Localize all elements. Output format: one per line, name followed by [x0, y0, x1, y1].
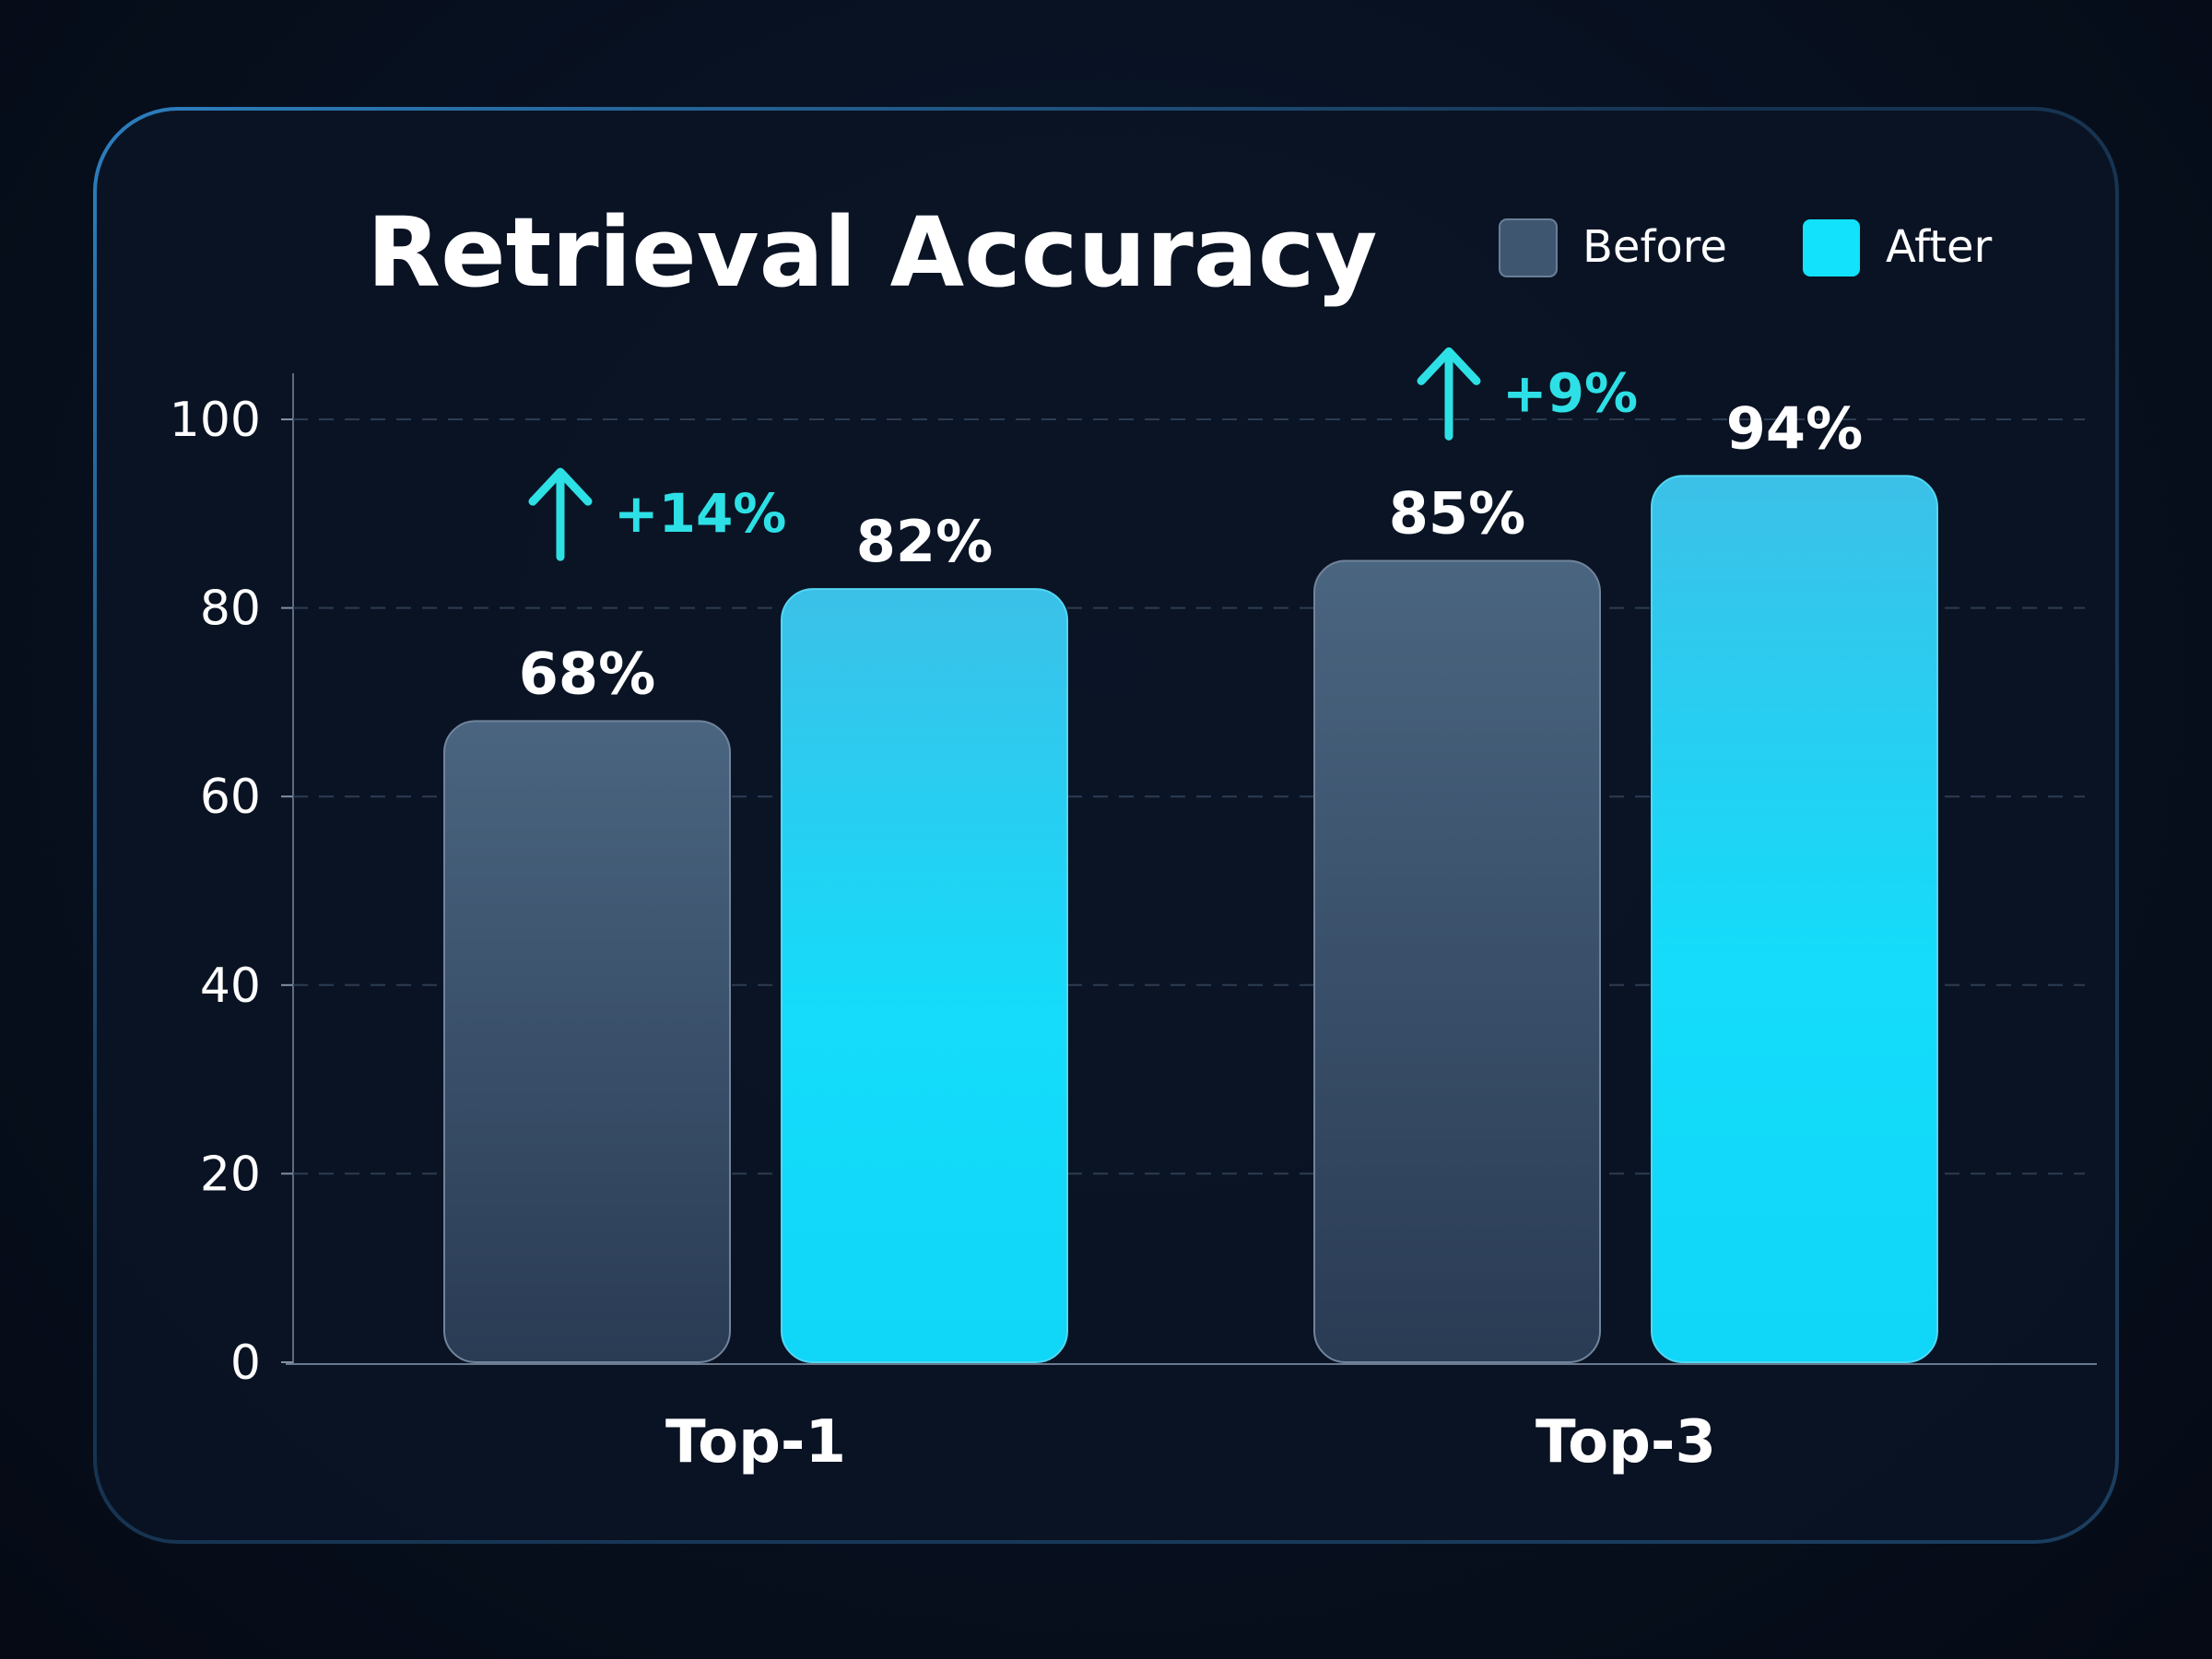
arrow-up-icon	[1417, 347, 1481, 441]
value-label: 85%	[1389, 479, 1525, 547]
value-label: 94%	[1726, 394, 1863, 462]
bars	[443, 475, 1938, 1363]
arrow-up-icon	[528, 467, 593, 561]
legend-label-before: Before	[1583, 221, 1727, 273]
delta-label: +14%	[614, 482, 786, 545]
y-tick-label: 60	[200, 770, 261, 825]
delta-label: +9%	[1502, 361, 1638, 424]
y-tick-label: 40	[200, 959, 261, 1014]
legend-swatch-after	[1803, 219, 1860, 276]
y-tick-labels: 0 20 40 60 80 100	[170, 393, 293, 1391]
value-label: 68%	[519, 640, 655, 707]
bar-after-top-3	[1651, 475, 1938, 1363]
value-label: 82%	[856, 508, 993, 575]
y-tick-label: 20	[200, 1147, 261, 1202]
delta-annotation: +14%	[528, 467, 786, 561]
legend-swatch-before	[1499, 218, 1558, 277]
y-tick-label: 80	[200, 582, 261, 637]
category-labels: Top-1 Top-3	[665, 1408, 1716, 1477]
bar-before-top-3	[1313, 559, 1601, 1363]
delta-annotations: +14% +9%	[528, 347, 1638, 561]
category-label: Top-3	[1535, 1408, 1716, 1477]
legend: Before After	[1499, 218, 1993, 277]
y-tick-label: 100	[170, 393, 261, 448]
bar-after-top-1	[781, 588, 1068, 1363]
chart-title: Retrieval Accuracy	[367, 196, 1377, 309]
delta-annotation: +9%	[1417, 347, 1638, 441]
value-labels: 68% 82% 85% 94%	[519, 394, 1863, 707]
y-tick-label: 0	[230, 1335, 261, 1391]
legend-label-after: After	[1886, 221, 1993, 273]
bar-before-top-1	[443, 720, 731, 1363]
category-label: Top-1	[665, 1408, 846, 1477]
